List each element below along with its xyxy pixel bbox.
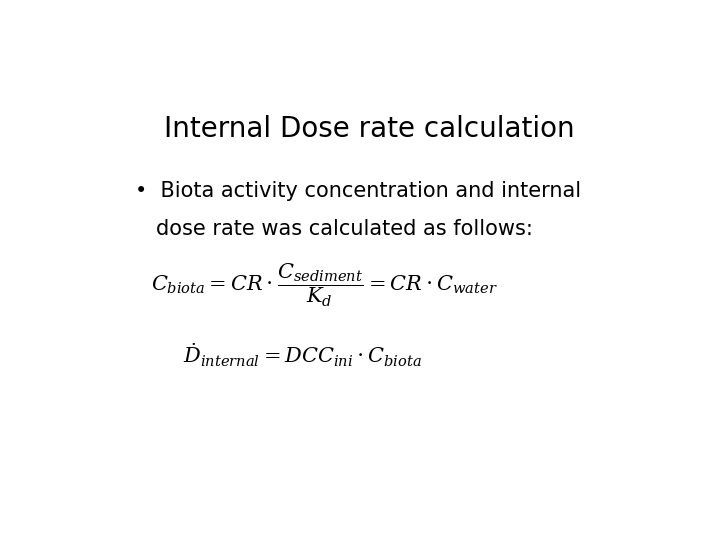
Text: dose rate was calculated as follows:: dose rate was calculated as follows:: [156, 219, 533, 239]
Text: Internal Dose rate calculation: Internal Dose rate calculation: [163, 114, 575, 143]
Text: •  Biota activity concentration and internal: • Biota activity concentration and inter…: [135, 181, 581, 201]
Text: $C_{biota} = CR \cdot \dfrac{C_{sediment}}{K_d} = CR \cdot C_{water}$: $C_{biota} = CR \cdot \dfrac{C_{sediment…: [151, 261, 498, 309]
Text: $\dot{D}_{internal} = DCC_{ini} \cdot C_{biota}$: $\dot{D}_{internal} = DCC_{ini} \cdot C_…: [182, 342, 422, 369]
